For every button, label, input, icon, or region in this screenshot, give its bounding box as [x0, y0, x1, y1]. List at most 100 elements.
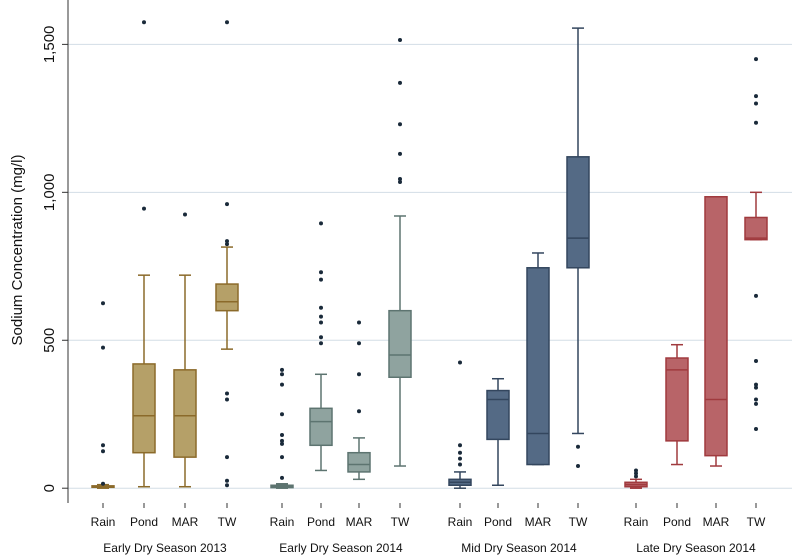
outlier — [754, 101, 758, 106]
x-tick-label: Rain — [624, 515, 649, 529]
x-tick-label: MAR — [346, 515, 373, 529]
box — [347, 451, 371, 473]
x-tick-label: Pond — [484, 515, 512, 529]
outlier — [458, 443, 462, 448]
outlier — [319, 314, 323, 319]
x-tick-label: TW — [747, 515, 766, 529]
outlier — [101, 301, 105, 306]
outlier — [357, 409, 361, 414]
outlier — [458, 450, 462, 455]
box — [132, 363, 156, 454]
box — [526, 267, 550, 466]
outlier — [576, 444, 580, 449]
y-tick-label: 500 — [41, 328, 58, 353]
y-axis-label: Sodium Concentration (mg/l) — [9, 155, 26, 346]
outlier — [183, 212, 187, 217]
outlier — [101, 443, 105, 448]
outlier — [319, 335, 323, 340]
outlier — [398, 37, 402, 42]
x-tick-label: TW — [218, 515, 237, 529]
outlier — [319, 341, 323, 346]
outlier — [754, 385, 758, 390]
y-tick-label: 1,000 — [41, 174, 58, 212]
outlier — [754, 94, 758, 99]
outlier — [280, 367, 284, 372]
outlier — [280, 475, 284, 480]
outlier — [280, 432, 284, 437]
outlier — [225, 20, 229, 25]
outlier — [280, 382, 284, 387]
x-tick-label: Rain — [270, 515, 295, 529]
outlier — [357, 320, 361, 325]
outlier — [319, 270, 323, 275]
box — [566, 156, 590, 269]
outlier — [225, 397, 229, 402]
outlier — [398, 179, 402, 184]
outlier — [280, 455, 284, 460]
box — [215, 283, 239, 312]
outlier — [319, 320, 323, 325]
outlier — [754, 358, 758, 363]
outlier — [225, 391, 229, 396]
outlier — [142, 20, 146, 25]
outlier — [754, 382, 758, 387]
box — [173, 369, 197, 458]
x-tick-label: Pond — [130, 515, 158, 529]
x-tick-label: MAR — [172, 515, 199, 529]
outlier — [225, 483, 229, 488]
outlier — [357, 341, 361, 346]
x-tick-label: Pond — [307, 515, 335, 529]
y-tick-label: 1,500 — [41, 26, 58, 64]
group-label: Mid Dry Season 2014 — [461, 541, 577, 555]
outlier — [101, 481, 105, 486]
outlier — [576, 464, 580, 469]
group-label: Late Dry Season 2014 — [636, 541, 756, 555]
outlier — [280, 372, 284, 377]
outlier — [754, 397, 758, 402]
outlier — [634, 468, 638, 473]
group-label: Early Dry Season 2013 — [103, 541, 227, 555]
group-label: Early Dry Season 2014 — [279, 541, 403, 555]
outlier — [754, 427, 758, 432]
outlier — [458, 456, 462, 461]
outlier — [280, 441, 284, 446]
outlier — [398, 122, 402, 127]
outlier — [101, 345, 105, 350]
outlier — [398, 151, 402, 156]
box — [309, 407, 333, 447]
outlier — [225, 239, 229, 244]
outlier — [754, 293, 758, 298]
outlier — [225, 202, 229, 207]
outlier — [398, 80, 402, 85]
box — [388, 309, 412, 379]
box — [486, 389, 510, 441]
outlier — [280, 438, 284, 443]
outlier — [357, 372, 361, 377]
x-tick-label: MAR — [703, 515, 730, 529]
outlier — [319, 305, 323, 310]
outlier — [754, 57, 758, 62]
outlier — [398, 177, 402, 182]
outlier — [319, 221, 323, 226]
outlier — [225, 478, 229, 483]
x-tick-label: TW — [569, 515, 588, 529]
x-tick-label: Rain — [448, 515, 473, 529]
y-tick-label: 0 — [41, 484, 58, 492]
outlier — [458, 360, 462, 365]
x-tick-label: TW — [391, 515, 410, 529]
outlier — [754, 401, 758, 406]
outlier — [225, 455, 229, 460]
outlier — [634, 474, 638, 479]
outlier — [225, 242, 229, 247]
box — [704, 196, 728, 457]
outlier — [634, 471, 638, 476]
box — [744, 216, 768, 241]
x-tick-label: Pond — [663, 515, 691, 529]
outlier — [142, 206, 146, 211]
outlier — [458, 462, 462, 467]
x-tick-label: MAR — [525, 515, 552, 529]
outlier — [319, 277, 323, 282]
x-tick-label: Rain — [91, 515, 116, 529]
box — [665, 357, 689, 442]
